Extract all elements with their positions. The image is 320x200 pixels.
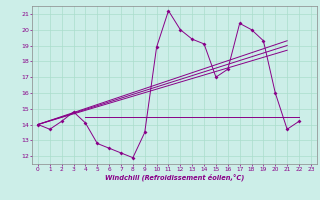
X-axis label: Windchill (Refroidissement éolien,°C): Windchill (Refroidissement éolien,°C)	[105, 173, 244, 181]
